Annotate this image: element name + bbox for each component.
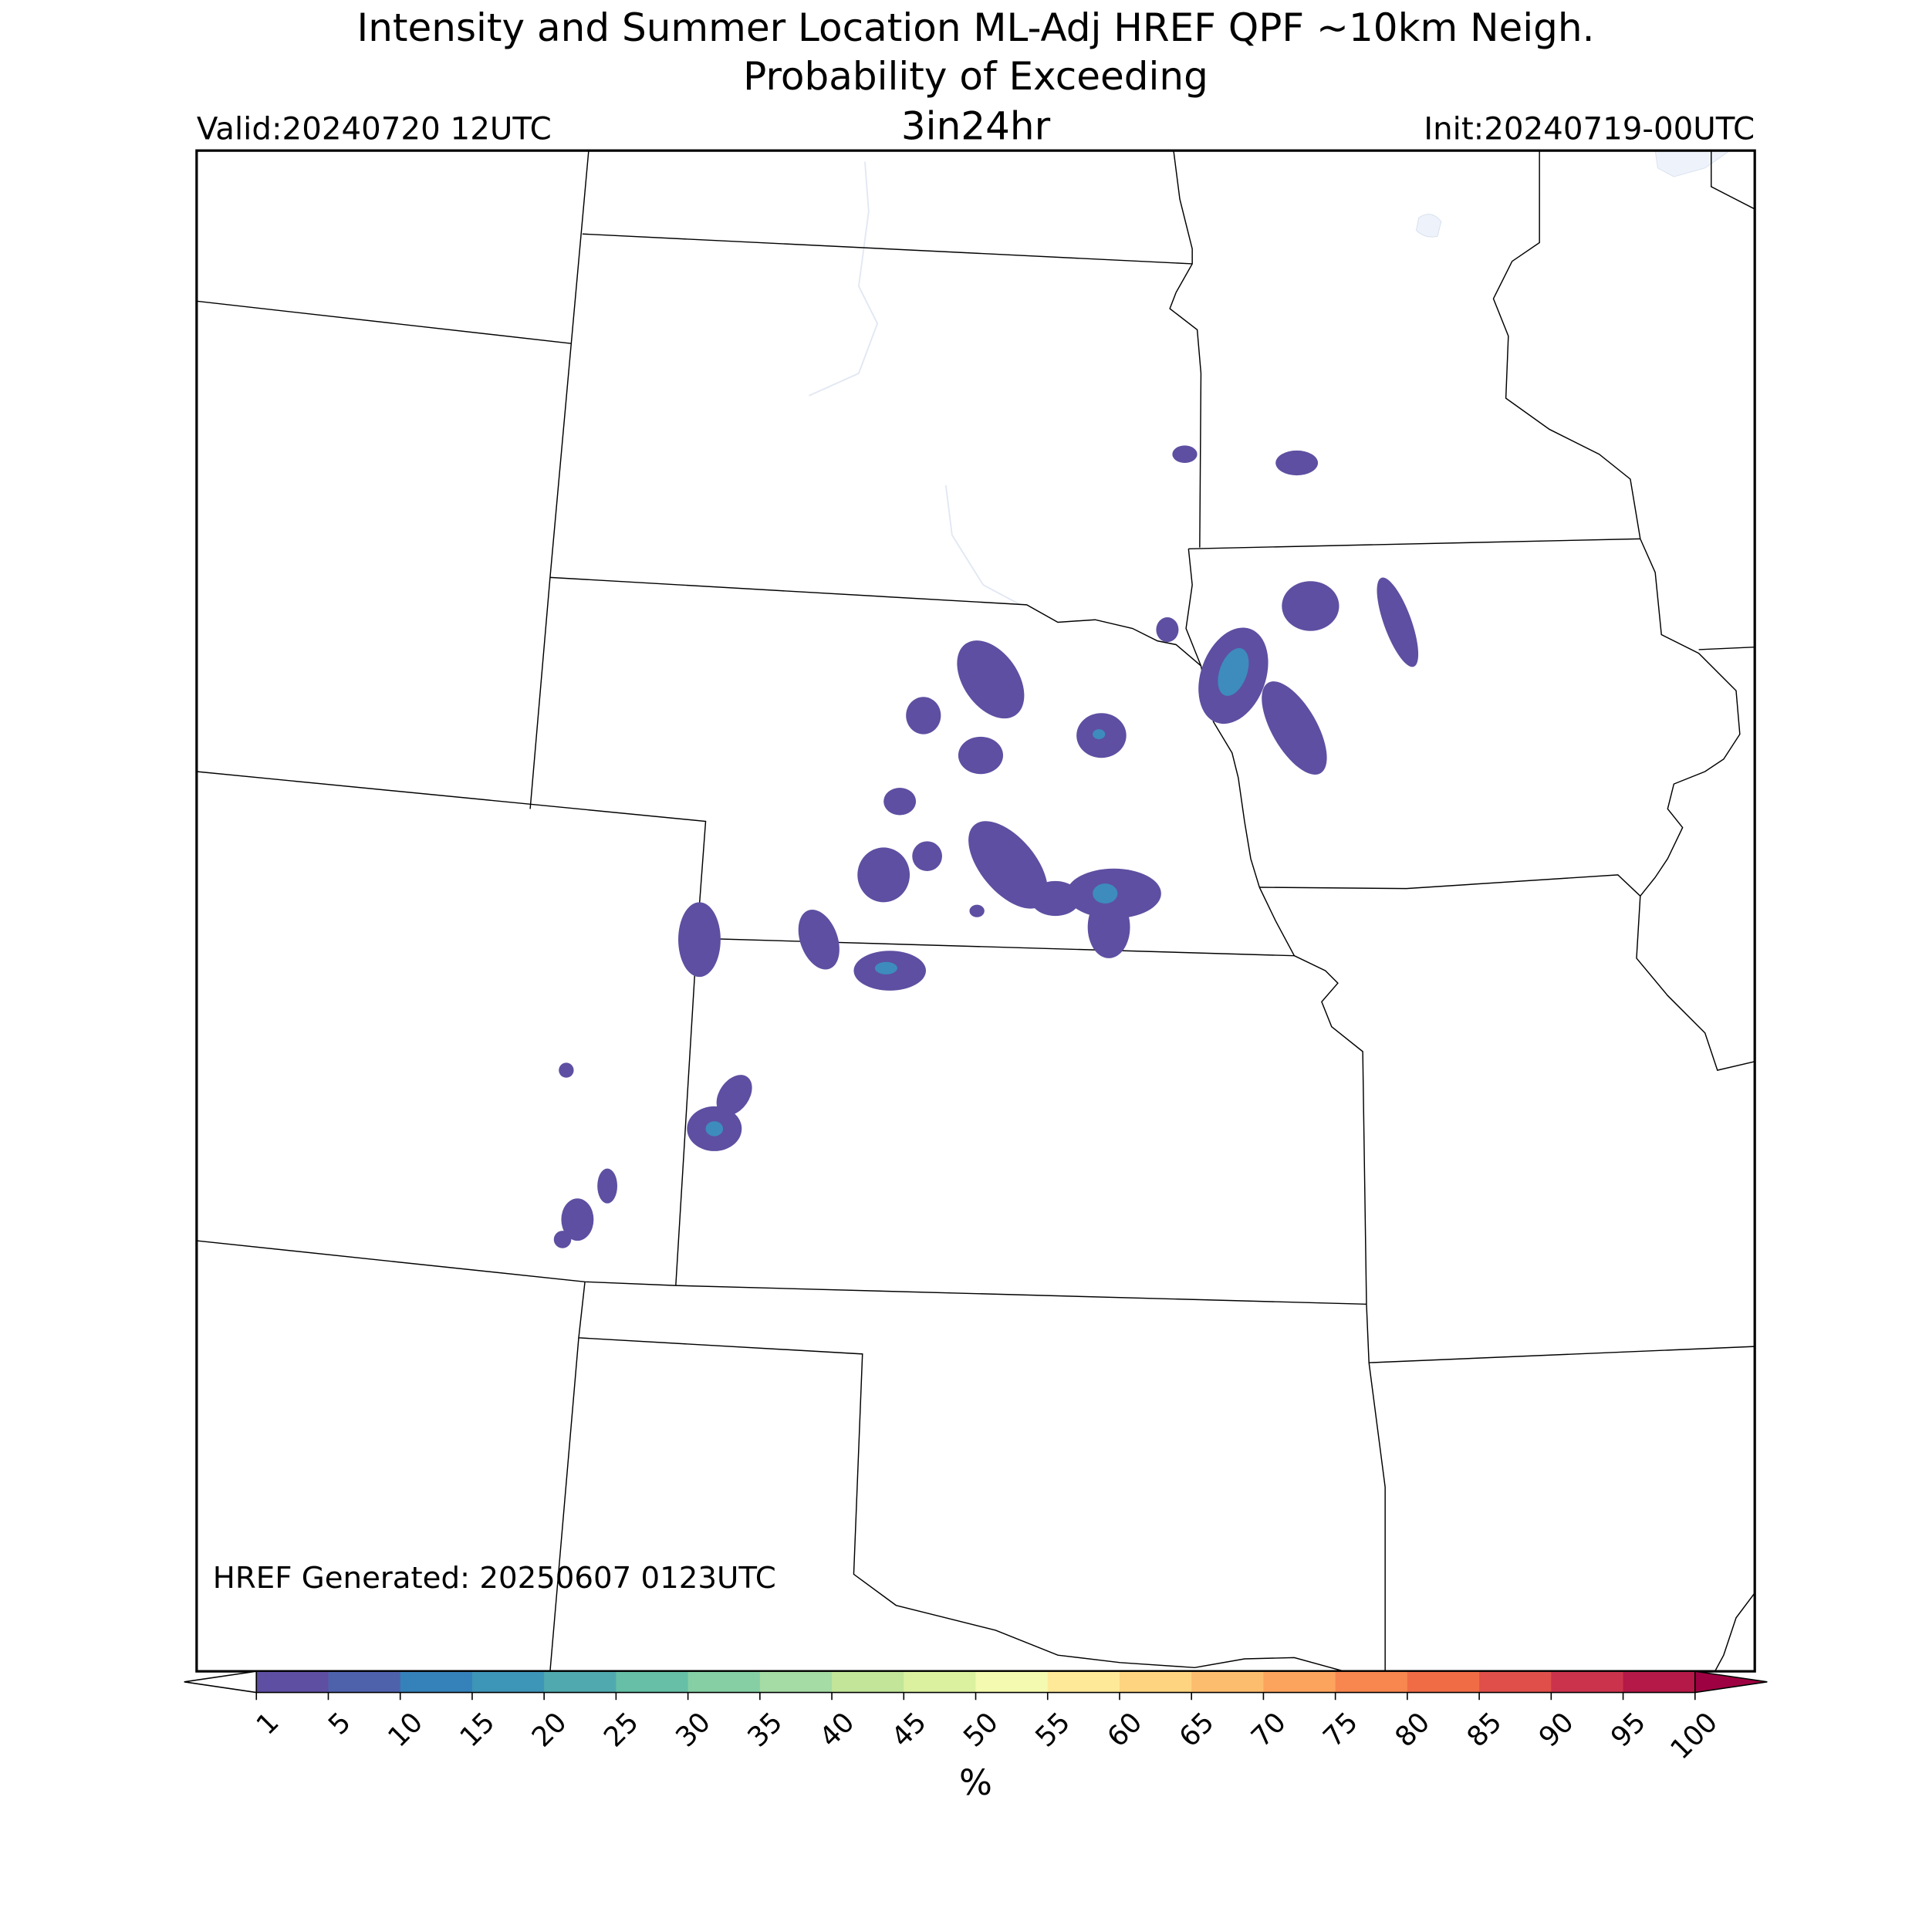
probability-areas <box>553 445 1419 1248</box>
colorbar-segment <box>1551 1671 1624 1693</box>
colorbar-segment <box>471 1671 545 1693</box>
subtitle: Probability of Exceeding <box>743 54 1208 99</box>
colorbar-tick-label: 85 <box>1461 1707 1508 1754</box>
colorbar-segment <box>328 1671 401 1693</box>
colorbar-label: % <box>959 1762 992 1803</box>
title: Intensity and Summer Location ML-Adj HRE… <box>357 5 1595 50</box>
colorbar-under <box>184 1670 258 1694</box>
colorbar-segment <box>616 1671 689 1693</box>
colorbar-tick-label: 65 <box>1174 1707 1221 1754</box>
colorbar-over <box>1694 1670 1768 1694</box>
colorbar-tick-label: 50 <box>958 1707 1005 1754</box>
colorbar-segment <box>832 1671 904 1693</box>
colorbar-tick-label: 15 <box>454 1707 501 1754</box>
colorbar-tick-label: 90 <box>1533 1707 1580 1754</box>
colorbar-tick-label: 10 <box>382 1707 429 1754</box>
colorbar-segment <box>1407 1671 1480 1693</box>
lake-superior <box>1654 150 1731 177</box>
init-time: Init:20240719-00UTC <box>1424 111 1755 147</box>
colorbar-tick-label: 55 <box>1029 1707 1076 1754</box>
generated-note: HREF Generated: 20250607 0123UTC <box>213 1561 776 1596</box>
colorbar-tick-label: 20 <box>526 1707 573 1754</box>
colorbar-segment <box>1263 1671 1336 1693</box>
colorbar: 1 5 10 15 20 25 30 35 40 45 50 55 60 65 70 75 80 85 90 95 10… <box>184 1670 1768 1766</box>
colorbar-segment <box>544 1671 617 1693</box>
colorbar-segment <box>1479 1671 1552 1693</box>
valid-time: Valid:20240720 12UTC <box>197 111 552 147</box>
colorbar-tick-label: 30 <box>670 1707 717 1754</box>
colorbar-segment <box>400 1671 473 1693</box>
colorbar-tick-label: 80 <box>1389 1707 1436 1754</box>
colorbar-tick-label: 5 <box>323 1707 357 1741</box>
colorbar-tick-label: 45 <box>886 1707 933 1754</box>
colorbar-segment <box>1191 1671 1264 1693</box>
colorbar-tick-label: 35 <box>742 1707 789 1754</box>
colorbar-segment <box>904 1671 976 1693</box>
state-borders <box>196 150 1755 1672</box>
river <box>808 161 1022 606</box>
colorbar-tick-label: 1 <box>251 1707 285 1741</box>
colorbar-segment <box>759 1671 833 1693</box>
colorbar-tick-label: 25 <box>598 1707 645 1754</box>
map <box>195 149 1756 1673</box>
colorbar-segment <box>1047 1671 1120 1693</box>
colorbar-tick-label: 60 <box>1101 1707 1148 1754</box>
colorbar-tick-label: 40 <box>814 1707 861 1754</box>
colorbar-segment <box>975 1671 1049 1693</box>
colorbar-segment <box>1623 1671 1696 1693</box>
colorbar-segment <box>1335 1671 1408 1693</box>
colorbar-segment <box>256 1671 329 1693</box>
colorbar-segment <box>687 1671 761 1693</box>
lake <box>1415 214 1442 238</box>
colorbar-tick-label: 70 <box>1245 1707 1292 1754</box>
colorbar-segment <box>1119 1671 1192 1693</box>
colorbar-tick-label: 75 <box>1317 1707 1364 1754</box>
colorbar-tick-label: 100 <box>1664 1707 1724 1766</box>
colorbar-tick-label: 95 <box>1605 1707 1652 1754</box>
threshold: 3in24hr <box>901 104 1051 149</box>
